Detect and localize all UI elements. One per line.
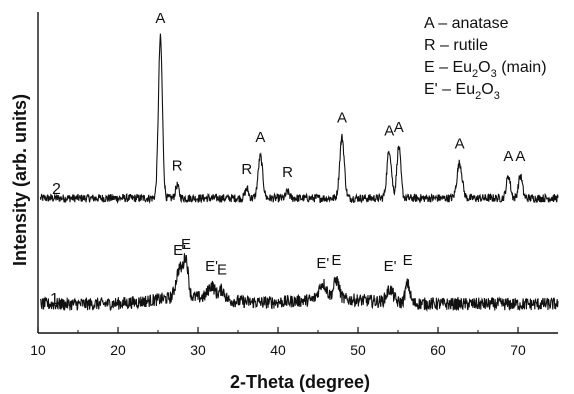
- legend-entry: E – Eu2O3 (main): [424, 59, 547, 80]
- peak-label: A: [337, 110, 347, 127]
- peak-label: R: [241, 161, 252, 178]
- x-tick-label: 30: [190, 342, 206, 358]
- peak-label: A: [384, 122, 394, 139]
- legend-text-part: E': [424, 81, 438, 98]
- legend-text-part: –: [434, 15, 452, 32]
- legend-text-part: Eu: [456, 81, 476, 98]
- peak-label: R: [172, 158, 183, 175]
- x-tick-label: 60: [430, 342, 446, 358]
- x-tick-label: 70: [510, 342, 526, 358]
- series-layer: [39, 33, 559, 313]
- legend-entry: R – rutile: [424, 37, 488, 54]
- peak-label: E': [205, 258, 218, 275]
- peak-label: E: [181, 236, 191, 253]
- legend-text-part: (main): [497, 59, 547, 76]
- peak-label: A: [515, 148, 525, 165]
- peak-label: E': [316, 255, 329, 272]
- x-tick-label: 50: [350, 342, 366, 358]
- legend-text-part: –: [438, 81, 456, 98]
- legend-subscript: 2: [475, 90, 481, 102]
- peak-label: E: [217, 261, 227, 278]
- x-ticks: 10 20 30 40 50 60 70: [30, 327, 526, 358]
- legend-text-part: Eu: [452, 59, 472, 76]
- series-2-line: [39, 33, 559, 205]
- peak-label: E: [331, 252, 341, 269]
- peak-label: E: [403, 252, 413, 269]
- peak-label: A: [394, 119, 404, 136]
- legend-text-part: E: [424, 59, 435, 76]
- legend-text-part: O: [478, 59, 490, 76]
- legend-text-part: O: [481, 81, 493, 98]
- legend-text-part: –: [436, 37, 454, 54]
- legend-entry: A – anatase: [424, 15, 509, 32]
- peak-label: R: [282, 164, 293, 181]
- series-label-1: 1: [50, 291, 59, 308]
- trace-labels: 21: [50, 181, 61, 308]
- legend-subscript: 3: [494, 90, 500, 102]
- series-label-2: 2: [52, 181, 61, 198]
- legend-text-part: rutile: [453, 37, 488, 54]
- x-tick-label: 20: [110, 342, 126, 358]
- legend-text-part: R: [424, 37, 436, 54]
- series-1-line: [39, 253, 559, 313]
- peak-label: A: [503, 148, 513, 165]
- legend-text-part: –: [435, 59, 453, 76]
- peak-label: A: [455, 135, 465, 152]
- peak-label: A: [155, 10, 165, 27]
- y-axis-title: Intensity (arb. units): [10, 94, 30, 266]
- legend-subscript: 3: [491, 68, 497, 80]
- legend-text-part: A: [424, 15, 435, 32]
- peak-label: E': [384, 258, 397, 275]
- axes: [37, 12, 558, 334]
- x-tick-label: 40: [270, 342, 286, 358]
- x-tick-label: 10: [30, 342, 46, 358]
- peak-label: A: [255, 129, 265, 146]
- legend-subscript: 2: [472, 68, 478, 80]
- legend-text-part: anatase: [452, 15, 509, 32]
- legend-entry: E' – Eu2O3: [424, 81, 500, 102]
- peak-label: E': [173, 242, 186, 259]
- x-axis-title: 2-Theta (degree): [230, 372, 370, 392]
